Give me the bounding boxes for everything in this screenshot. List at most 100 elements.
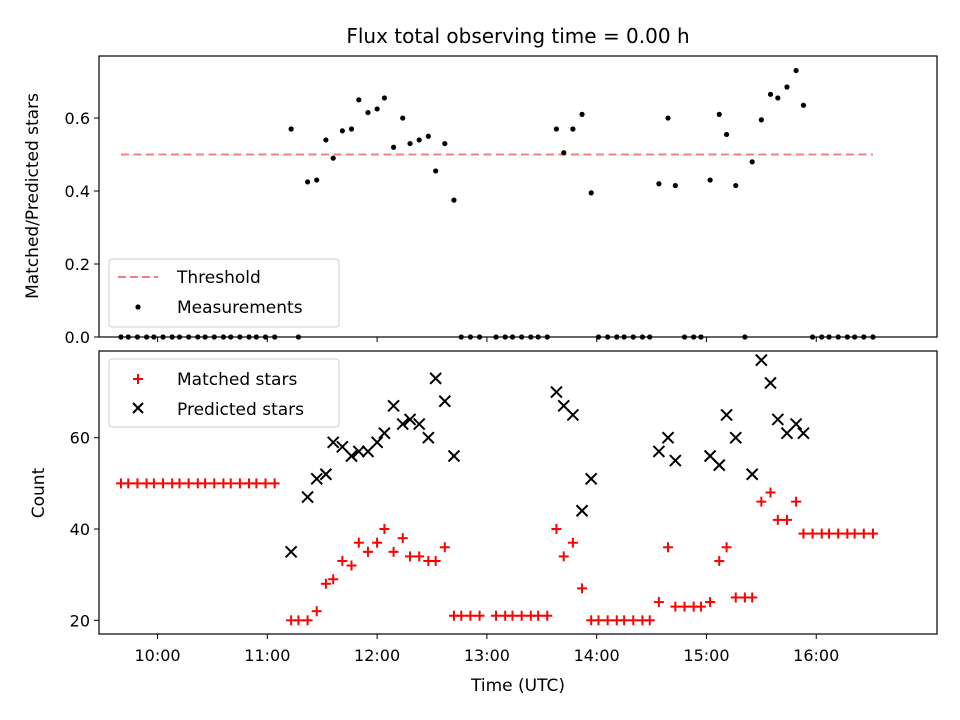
measurement-point	[272, 334, 278, 340]
measurement-point	[416, 137, 422, 143]
measurement-point	[451, 197, 457, 203]
matched-star-point	[353, 537, 364, 548]
measurement-point	[723, 131, 730, 138]
matched-star-point	[551, 524, 562, 535]
chart-title: Flux total observing time = 0.00 h	[346, 24, 689, 48]
measurement-point	[775, 95, 781, 101]
matched-star-point	[798, 528, 809, 539]
measurement-point	[588, 190, 594, 196]
measurement-point	[288, 126, 294, 132]
matched-star-point	[293, 615, 304, 626]
matched-star-point	[602, 615, 613, 626]
measurement-point	[202, 334, 208, 340]
measurement-point	[621, 334, 627, 340]
matched-star-point	[405, 551, 416, 562]
matched-star-point	[439, 542, 450, 553]
matched-star-point	[397, 533, 408, 544]
predicted-star-point	[310, 472, 323, 486]
measurement-point	[784, 84, 790, 90]
x-tick-label: 10:00	[134, 646, 180, 665]
predicted-star-point	[550, 385, 563, 399]
matched-star-point	[567, 537, 578, 548]
ratio-panel: Flux total observing time = 0.00 h Match…	[23, 24, 938, 347]
measurement-point	[605, 334, 611, 340]
measurement-point	[262, 334, 269, 340]
measurement-point	[458, 334, 464, 340]
predicted-star-point	[378, 426, 391, 440]
matched-stars-layer	[115, 478, 878, 626]
measurement-point	[835, 334, 841, 340]
ratio-x-ticks	[157, 337, 817, 342]
measurement-point	[639, 334, 646, 340]
matched-star-point	[670, 601, 681, 612]
predicted-star-point	[764, 376, 777, 390]
matched-star-point	[183, 478, 194, 489]
measurement-point	[407, 140, 413, 147]
measurement-point	[509, 334, 516, 340]
legend-threshold-label: Threshold	[176, 268, 261, 288]
legend-matched-label: Matched stars	[177, 370, 297, 390]
measurement-point	[304, 179, 311, 185]
matched-star-point	[653, 597, 664, 608]
matched-star-point	[158, 478, 169, 489]
measurement-point	[365, 109, 371, 116]
matched-star-point	[772, 514, 783, 525]
count-plot-area	[98, 350, 938, 635]
predicted-star-point	[720, 408, 733, 422]
matched-star-point	[346, 560, 357, 571]
matched-star-point	[456, 610, 467, 621]
y-tick-label: 0.4	[65, 182, 90, 201]
matched-star-point	[663, 542, 674, 553]
y-tick-label: 20	[70, 611, 90, 630]
matched-star-point	[679, 601, 690, 612]
matched-star-point	[765, 487, 776, 498]
measurement-point	[400, 115, 406, 121]
matched-star-point	[372, 537, 383, 548]
measurement-point	[553, 126, 560, 132]
legend-measurements-label: Measurements	[177, 298, 303, 318]
ratio-y-ticks: 0.0 0.2 0.4 0.6	[65, 109, 99, 347]
measurement-point	[502, 334, 508, 340]
predicted-star-point	[319, 468, 333, 481]
measurement-point	[767, 91, 774, 97]
matched-star-point	[251, 478, 262, 489]
measurement-point	[570, 126, 576, 132]
predicted-star-point	[429, 372, 442, 385]
measurement-point	[356, 97, 362, 103]
predicted-legend-marker-b	[132, 402, 144, 414]
matched-star-point	[516, 610, 527, 621]
measurement-point	[826, 334, 832, 340]
count-y-ticks: 20 40 60	[70, 429, 99, 630]
measurement-point	[246, 334, 252, 340]
matched-star-point	[858, 528, 869, 539]
measurement-point	[476, 334, 483, 340]
x-tick-label: 16:00	[793, 646, 839, 665]
measurement-point	[348, 126, 355, 132]
y-tick-label: 40	[70, 520, 90, 539]
measurement-point	[614, 334, 620, 340]
matched-star-point	[577, 583, 588, 594]
measurement-point	[519, 334, 525, 340]
matched-star-point	[705, 597, 716, 608]
measurement-point	[125, 334, 131, 340]
predicted-star-point	[575, 504, 589, 517]
matched-star-point	[644, 615, 655, 626]
measurement-point	[716, 111, 722, 117]
x-tick-label: 13:00	[464, 646, 510, 665]
predicted-star-point	[387, 399, 400, 412]
matched-star-point	[824, 528, 835, 539]
measurement-point	[656, 181, 662, 187]
matched-star-point	[714, 555, 725, 566]
measurements-layer	[118, 67, 876, 340]
predicted-star-point	[403, 413, 417, 426]
predicted-star-point	[729, 431, 742, 444]
measurement-point	[374, 106, 380, 112]
predicted-star-point	[584, 472, 598, 486]
measurement-point	[707, 177, 713, 183]
matched-star-point	[430, 555, 441, 566]
matched-star-point	[225, 478, 236, 489]
matched-star-point	[747, 592, 758, 603]
matched-star-point	[320, 578, 331, 589]
legend-predicted-label: Predicted stars	[177, 400, 304, 420]
ratio-legend-box	[108, 258, 340, 328]
